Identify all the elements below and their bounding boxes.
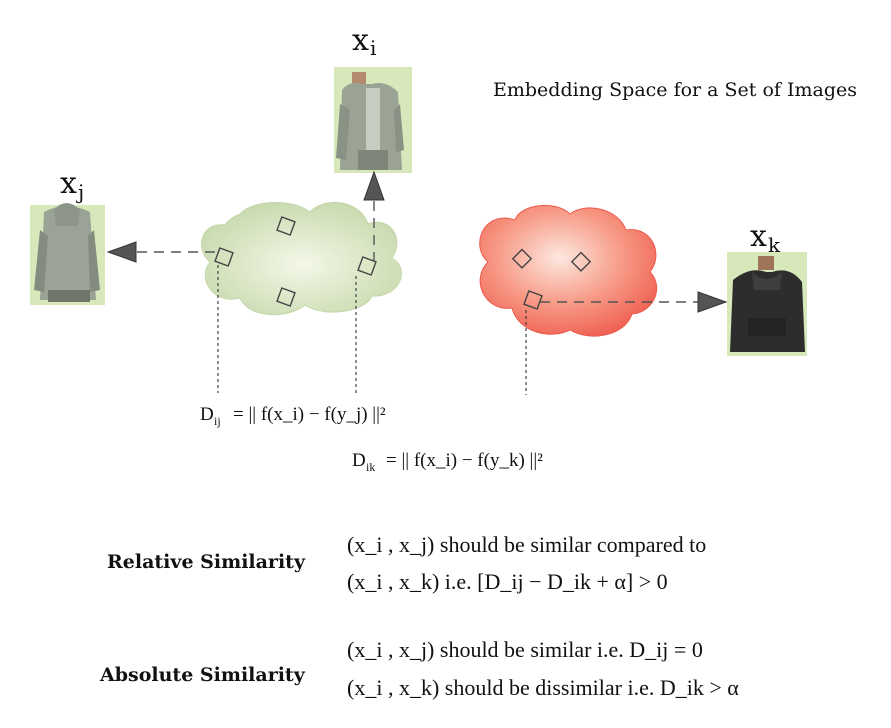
embedding-point [357, 256, 377, 276]
svg-text:= || f(x_i) − f(y_j) ||²: = || f(x_i) − f(y_j) ||² [233, 404, 386, 425]
embedding-point [214, 247, 234, 267]
svg-text:D: D [352, 450, 366, 471]
embedding-point [276, 216, 296, 236]
svg-text:D: D [200, 404, 214, 425]
hoodie-photo-i [334, 67, 412, 173]
svg-text:i: i [370, 36, 376, 60]
relative-similarity-line1: (x_i , x_j) should be similar compared t… [347, 532, 706, 557]
embedding-points-green [214, 216, 377, 307]
svg-text:x: x [750, 219, 767, 254]
cloud-similar [201, 201, 402, 316]
arrowhead-left-icon [106, 241, 137, 263]
embedding-point [570, 251, 592, 272]
embedding-points-red [511, 248, 592, 310]
embedding-point [523, 290, 543, 310]
label-xk: x k [750, 219, 781, 257]
hoodie-photo-j [30, 203, 105, 305]
relative-similarity-title: Relative Similarity [107, 551, 306, 573]
cloud-dissimilar [479, 204, 658, 337]
diagram-caption: Embedding Space for a Set of Images [493, 79, 857, 101]
equation-dij: D ij = || f(x_i) − f(y_j) ||² [200, 404, 386, 428]
svg-text:x: x [352, 23, 369, 58]
svg-text:k: k [768, 233, 781, 257]
embedding-point [511, 248, 533, 269]
absolute-similarity-line2: (x_i , x_k) should be dissimilar i.e. D_… [347, 675, 739, 700]
svg-text:x: x [60, 166, 77, 201]
relative-similarity-line2: (x_i , x_k) i.e. [D_ij − D_ik + α] > 0 [347, 569, 668, 594]
svg-text:ik: ik [366, 460, 375, 474]
arrowhead-right-icon [697, 291, 728, 313]
embedding-point [276, 287, 296, 307]
label-xj: x j [60, 166, 84, 204]
svg-text:j: j [76, 180, 84, 204]
svg-text:ij: ij [214, 414, 221, 428]
equation-dik: D ik = || f(x_i) − f(y_k) ||² [352, 450, 543, 474]
absolute-similarity-title: Absolute Similarity [99, 664, 306, 686]
absolute-similarity-line1: (x_i , x_j) should be similar i.e. D_ij … [347, 637, 703, 662]
svg-text:= || f(x_i) − f(y_k) ||²: = || f(x_i) − f(y_k) ||² [386, 450, 543, 471]
arrowhead-up-icon [363, 170, 385, 201]
hoodie-photo-k [727, 252, 807, 356]
label-xi: x i [352, 23, 376, 60]
